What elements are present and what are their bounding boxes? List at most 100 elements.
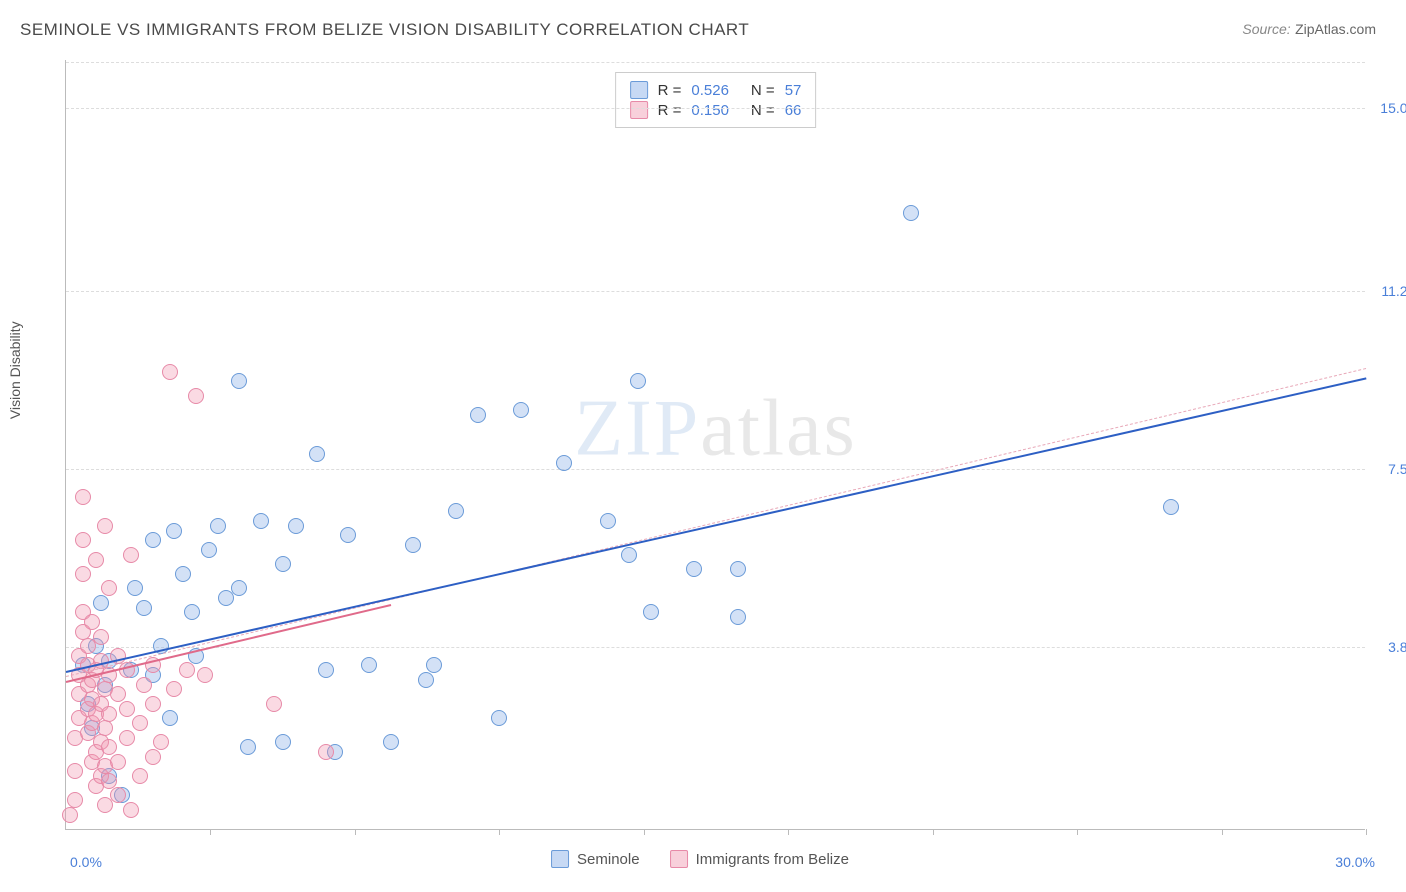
- stats-legend: R = 0.526N = 57R = 0.150N = 66: [615, 72, 817, 128]
- data-point: [288, 518, 304, 534]
- data-point: [101, 739, 117, 755]
- data-point: [513, 402, 529, 418]
- stat-n-label: N =: [751, 82, 775, 99]
- stat-r-label: R =: [658, 82, 682, 99]
- data-point: [166, 681, 182, 697]
- data-point: [240, 739, 256, 755]
- data-point: [231, 373, 247, 389]
- stat-row: R = 0.150N = 66: [630, 101, 802, 119]
- data-point: [97, 518, 113, 534]
- data-point: [361, 657, 377, 673]
- data-point: [643, 604, 659, 620]
- data-point: [179, 662, 195, 678]
- gridline: [66, 291, 1365, 292]
- data-point: [101, 706, 117, 722]
- xaxis-tick: [355, 829, 356, 835]
- data-point: [101, 580, 117, 596]
- data-point: [145, 749, 161, 765]
- data-point: [630, 373, 646, 389]
- chart-title: SEMINOLE VS IMMIGRANTS FROM BELIZE VISIO…: [20, 20, 749, 40]
- data-point: [75, 489, 91, 505]
- data-point: [903, 205, 919, 221]
- data-point: [123, 547, 139, 563]
- legend-item: Immigrants from Belize: [670, 850, 849, 868]
- legend-label: Seminole: [577, 851, 640, 868]
- xaxis-tick: [1077, 829, 1078, 835]
- legend-swatch: [670, 850, 688, 868]
- yaxis-title: Vision Disability: [7, 321, 23, 419]
- data-point: [136, 600, 152, 616]
- gridline: [66, 647, 1365, 648]
- source-label: Source:: [1242, 21, 1290, 37]
- xaxis-tick: [933, 829, 934, 835]
- data-point: [318, 662, 334, 678]
- data-point: [491, 710, 507, 726]
- data-point: [84, 614, 100, 630]
- data-point: [470, 407, 486, 423]
- data-point: [132, 768, 148, 784]
- stat-n-value: 66: [785, 102, 802, 119]
- data-point: [201, 542, 217, 558]
- data-point: [153, 734, 169, 750]
- data-point: [210, 518, 226, 534]
- gridline: [66, 108, 1365, 109]
- data-point: [188, 388, 204, 404]
- stat-row: R = 0.526N = 57: [630, 81, 802, 99]
- data-point: [123, 802, 139, 818]
- data-point: [340, 527, 356, 543]
- series-legend: Seminole Immigrants from Belize: [551, 850, 849, 868]
- data-point: [127, 580, 143, 596]
- xaxis-tick: [788, 829, 789, 835]
- data-point: [275, 556, 291, 572]
- data-point: [405, 537, 421, 553]
- chart-header: SEMINOLE VS IMMIGRANTS FROM BELIZE VISIO…: [0, 0, 1406, 50]
- data-point: [621, 547, 637, 563]
- legend-swatch: [630, 81, 648, 99]
- data-point: [145, 532, 161, 548]
- source-name: ZipAtlas.com: [1295, 21, 1376, 37]
- gridline: [66, 62, 1365, 63]
- data-point: [119, 730, 135, 746]
- data-point: [166, 523, 182, 539]
- data-point: [175, 566, 191, 582]
- data-point: [275, 734, 291, 750]
- data-point: [75, 566, 91, 582]
- yaxis-tick-label: 7.5%: [1388, 461, 1406, 477]
- data-point: [426, 657, 442, 673]
- data-point: [75, 532, 91, 548]
- stat-r-value: 0.150: [691, 102, 729, 119]
- data-point: [93, 629, 109, 645]
- data-point: [101, 773, 117, 789]
- stat-r-label: R =: [658, 102, 682, 119]
- data-point: [383, 734, 399, 750]
- xaxis-tick: [644, 829, 645, 835]
- data-point: [119, 701, 135, 717]
- data-point: [97, 720, 113, 736]
- data-point: [67, 792, 83, 808]
- data-point: [162, 364, 178, 380]
- legend-swatch: [630, 101, 648, 119]
- data-point: [730, 561, 746, 577]
- xaxis-tick: [1366, 829, 1367, 835]
- data-point: [110, 686, 126, 702]
- data-point: [110, 754, 126, 770]
- data-point: [162, 710, 178, 726]
- legend-label: Immigrants from Belize: [696, 851, 849, 868]
- data-point: [132, 715, 148, 731]
- data-point: [62, 807, 78, 823]
- legend-swatch: [551, 850, 569, 868]
- legend-item: Seminole: [551, 850, 640, 868]
- data-point: [686, 561, 702, 577]
- data-point: [318, 744, 334, 760]
- data-point: [231, 580, 247, 596]
- stat-n-value: 57: [785, 82, 802, 99]
- data-point: [136, 677, 152, 693]
- data-point: [1163, 499, 1179, 515]
- yaxis-tick-label: 15.0%: [1380, 100, 1406, 116]
- xaxis-max-label: 30.0%: [1335, 854, 1375, 870]
- data-point: [730, 609, 746, 625]
- data-point: [253, 513, 269, 529]
- plot-area: ZIPatlas R = 0.526N = 57R = 0.150N = 66 …: [65, 60, 1365, 830]
- data-point: [88, 552, 104, 568]
- data-point: [266, 696, 282, 712]
